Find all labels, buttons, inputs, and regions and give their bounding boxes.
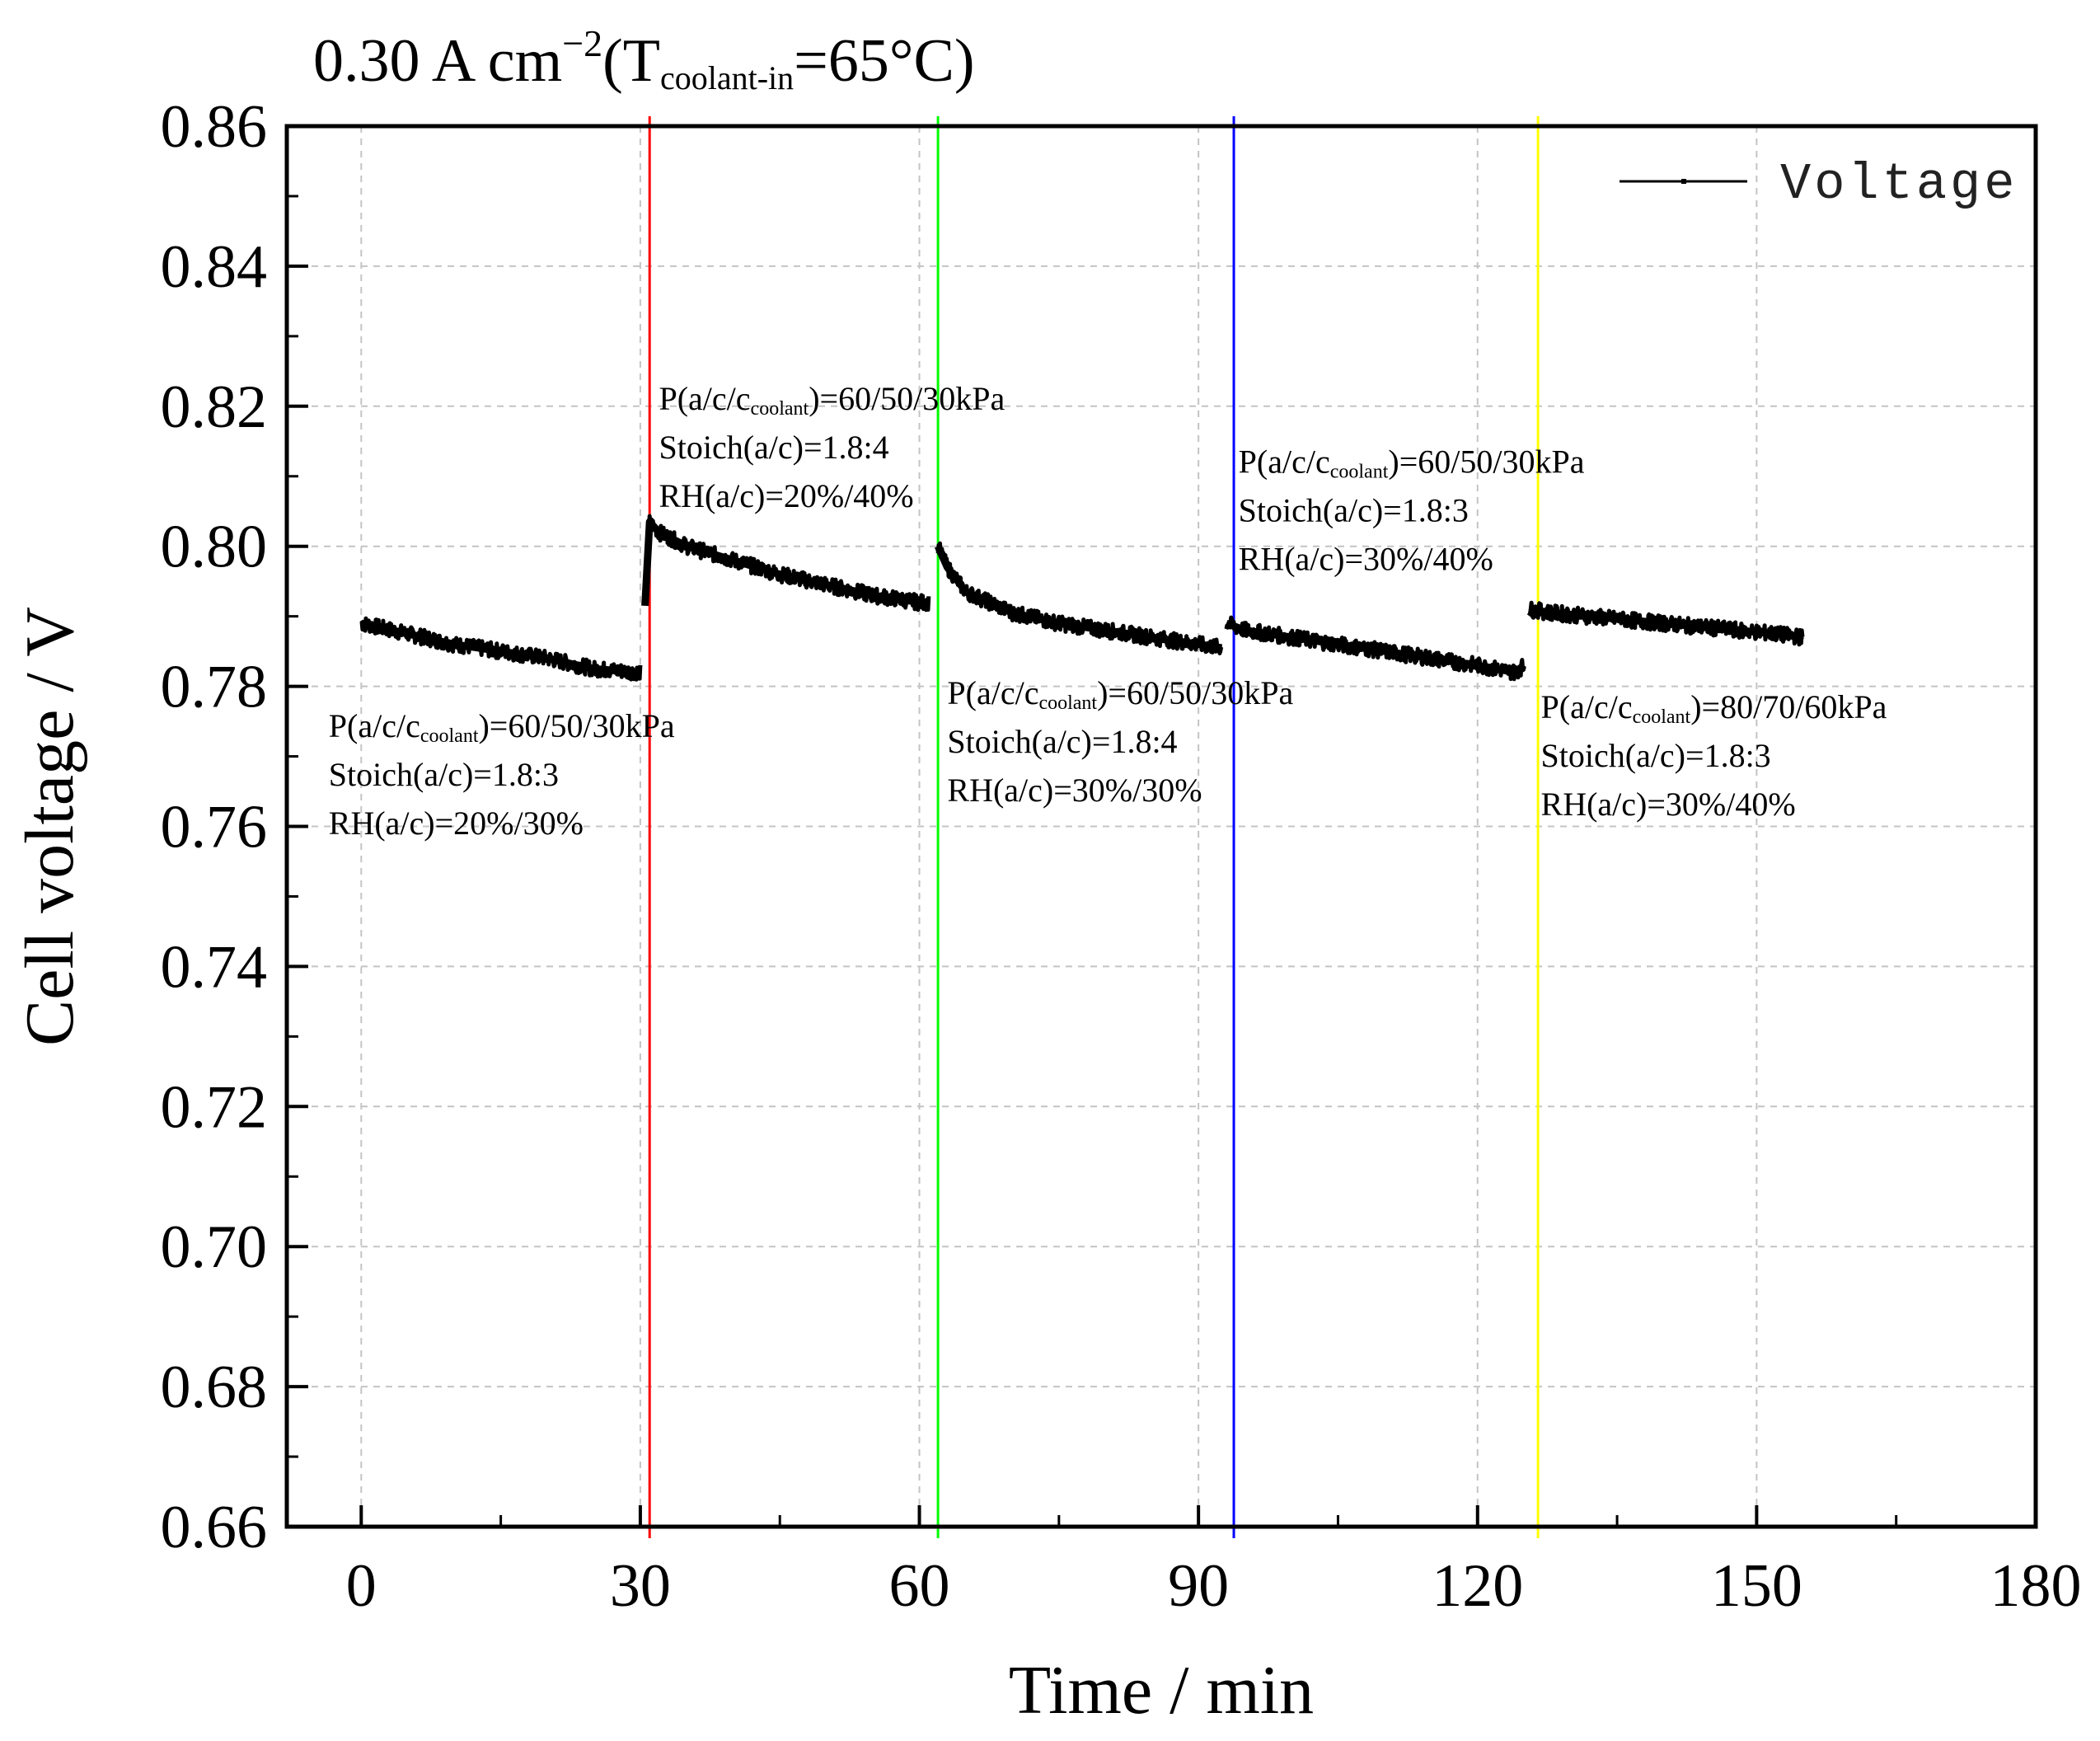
condition-annotation: P(a/c/ccoolant)=60/50/30kPa Stoich(a/c)=1… — [659, 380, 1005, 514]
title-prefix: 0.30 A cm — [313, 27, 562, 95]
y-tick-label: 0.74 — [161, 933, 268, 1001]
y-tick-label: 0.72 — [161, 1073, 268, 1141]
annotation-text: P(a/c/c — [659, 380, 750, 417]
condition-annotation: P(a/c/ccoolant)=60/50/30kPa Stoich(a/c)=1… — [947, 674, 1293, 809]
x-tick-label: 150 — [1711, 1552, 1802, 1620]
annotation-text: RH(a/c)=20%/30% — [329, 805, 584, 842]
y-tick-label: 0.78 — [161, 654, 268, 721]
annotation-text: P(a/c/c — [1541, 688, 1633, 725]
condition-change-markers — [648, 116, 1540, 1538]
x-axis-title: Time / min — [1009, 1652, 1314, 1729]
annotation-text: P(a/c/c — [1239, 443, 1330, 481]
annotation-text: )=60/50/30kPa — [809, 380, 1005, 417]
annotation-subscript: coolant — [751, 398, 809, 420]
x-tick-label: 0 — [346, 1552, 377, 1620]
y-tick-label: 0.82 — [161, 373, 268, 441]
y-tick-label: 0.84 — [161, 233, 268, 301]
x-tick-label: 180 — [1990, 1552, 2082, 1620]
annotation-line: RH(a/c)=20%/30% — [329, 805, 584, 842]
annotation-text: )=60/50/30kPa — [478, 707, 674, 744]
annotation-text: RH(a/c)=30%/40% — [1541, 786, 1796, 823]
title-subscript: coolant-in — [660, 59, 794, 96]
annotation-text: )=60/50/30kPa — [1388, 443, 1584, 481]
annotation-text: RH(a/c)=30%/40% — [1239, 541, 1493, 578]
series-voltage — [359, 514, 1805, 682]
y-tick-label: 0.68 — [161, 1354, 268, 1421]
annotation-text: Stoich(a/c)=1.8:4 — [947, 723, 1177, 760]
annotation-text: Stoich(a/c)=1.8:3 — [1239, 492, 1469, 529]
y-tick-label: 0.80 — [161, 514, 268, 581]
voltage-segment-core — [1528, 605, 1804, 641]
annotation-line: Stoich(a/c)=1.8:3 — [329, 756, 559, 793]
grid — [287, 126, 2036, 1527]
x-tick-label: 60 — [889, 1552, 950, 1620]
annotation-text: Stoich(a/c)=1.8:3 — [329, 756, 559, 793]
y-tick-label: 0.76 — [161, 794, 268, 861]
voltage-segment-core — [1225, 619, 1526, 677]
annotation-subscript: coolant — [1330, 462, 1389, 483]
annotation-line: Stoich(a/c)=1.8:3 — [1239, 492, 1469, 529]
annotation-line: Stoich(a/c)=1.8:3 — [1541, 737, 1771, 774]
title-suffix: =65°C) — [794, 27, 974, 95]
annotation-text: P(a/c/c — [329, 707, 420, 744]
legend-label-voltage: Voltage — [1780, 155, 2018, 214]
annotation-line: RH(a/c)=30%/30% — [947, 772, 1202, 809]
legend-marker-voltage — [1681, 179, 1686, 184]
voltage-segment-core — [641, 518, 929, 607]
annotation-text: RH(a/c)=20%/40% — [659, 477, 913, 514]
x-tick-label: 90 — [1168, 1552, 1229, 1620]
annotation-line: P(a/c/ccoolant)=80/70/60kPa — [1541, 688, 1887, 728]
annotation-text: )=80/70/60kPa — [1690, 688, 1887, 725]
annotation-line: P(a/c/ccoolant)=60/50/30kPa — [947, 674, 1293, 714]
chart-title: 0.30 A cm−2(Tcoolant-in=65°C) — [313, 22, 975, 96]
annotation-text: RH(a/c)=30%/30% — [947, 772, 1202, 809]
y-axis-title: Cell voltage / V — [12, 607, 88, 1046]
annotation-line: Stoich(a/c)=1.8:4 — [947, 723, 1177, 760]
condition-annotation: P(a/c/ccoolant)=60/50/30kPa Stoich(a/c)=1… — [1239, 443, 1585, 578]
annotation-subscript: coolant — [1038, 692, 1097, 714]
legend: Voltage — [1620, 155, 2018, 214]
title-superscript: −2 — [562, 22, 602, 64]
annotation-text: P(a/c/c — [947, 674, 1038, 711]
x-tick-labels: 0 30 60 90 120 150 180 — [346, 1552, 2082, 1620]
y-tick-label: 0.70 — [161, 1213, 268, 1281]
condition-annotation: P(a/c/ccoolant)=60/50/30kPa Stoich(a/c)=1… — [329, 707, 675, 842]
voltage-segment-core — [934, 544, 1223, 652]
annotation-line: RH(a/c)=30%/40% — [1239, 541, 1493, 578]
condition-annotations: P(a/c/ccoolant)=60/50/30kPaStoich(a/c)=1… — [329, 380, 1887, 842]
annotation-text: Stoich(a/c)=1.8:3 — [1541, 737, 1771, 774]
y-tick-labels: 0.66 0.68 0.70 0.72 0.74 0.76 0.78 0.80 0.82 0.84… — [161, 93, 268, 1561]
annotation-text: Stoich(a/c)=1.8:4 — [659, 429, 888, 466]
annotation-text: )=60/50/30kPa — [1097, 674, 1293, 711]
annotation-line: P(a/c/ccoolant)=60/50/30kPa — [659, 380, 1005, 420]
x-tick-label: 30 — [610, 1552, 671, 1620]
annotation-line: Stoich(a/c)=1.8:4 — [659, 429, 888, 466]
title-paren-open: (T — [602, 27, 660, 95]
y-tick-label: 0.86 — [161, 93, 268, 161]
annotation-line: P(a/c/ccoolant)=60/50/30kPa — [329, 707, 675, 747]
annotation-line: P(a/c/ccoolant)=60/50/30kPa — [1239, 443, 1585, 483]
annotation-line: RH(a/c)=20%/40% — [659, 477, 913, 514]
voltage-segment-core — [360, 619, 641, 677]
condition-annotation: P(a/c/ccoolant)=80/70/60kPa Stoich(a/c)=1… — [1541, 688, 1887, 823]
annotation-line: RH(a/c)=30%/40% — [1541, 786, 1796, 823]
annotation-subscript: coolant — [1633, 706, 1691, 728]
y-tick-label: 0.66 — [161, 1494, 268, 1561]
x-tick-label: 120 — [1432, 1552, 1523, 1620]
axis-ticks — [287, 124, 2037, 1528]
annotation-subscript: coolant — [420, 725, 479, 747]
